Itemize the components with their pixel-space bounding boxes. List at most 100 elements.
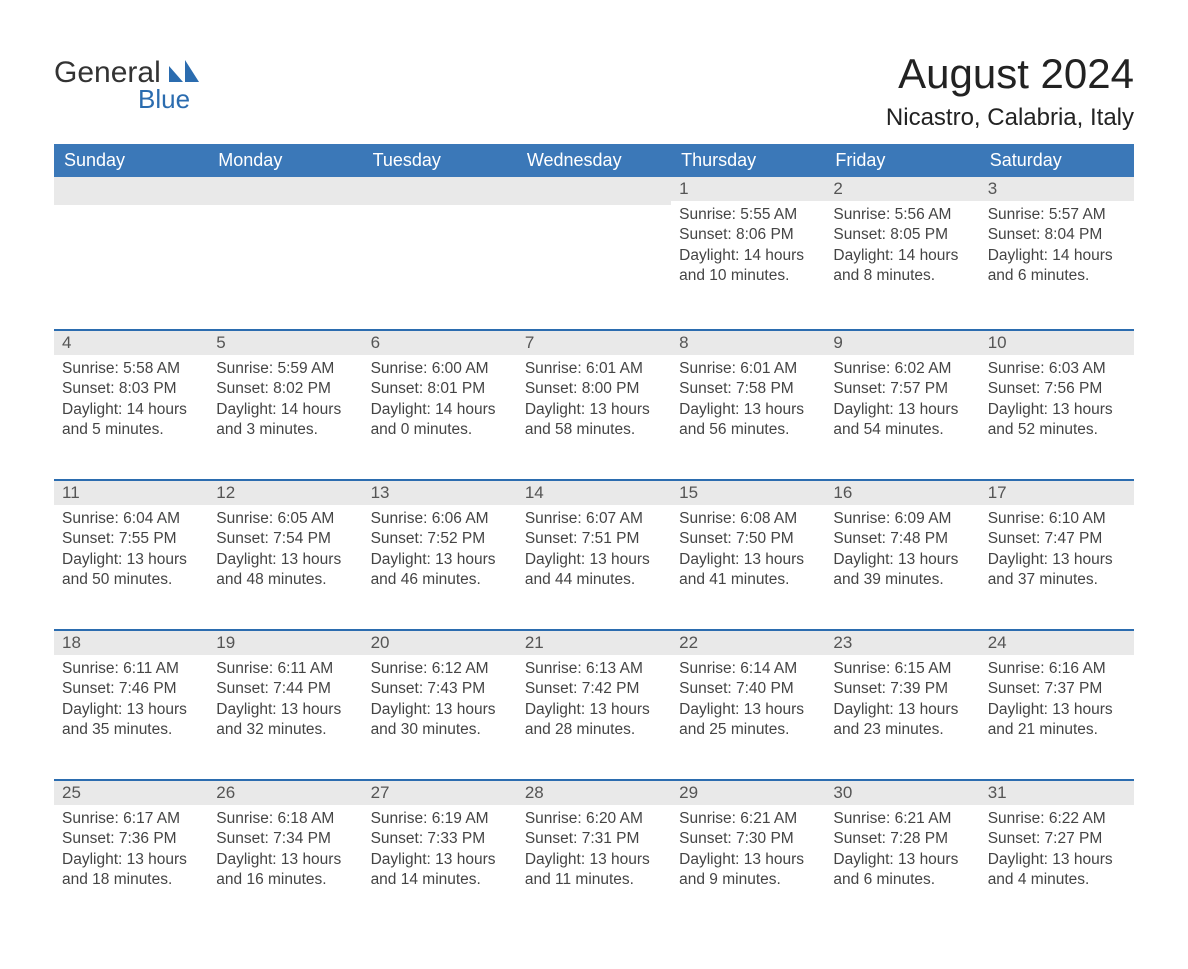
weekday-header: Saturday: [980, 144, 1134, 177]
day-number: 3: [980, 177, 1134, 201]
daylight-text: Daylight: 13 hours and 35 minutes.: [62, 700, 200, 741]
calendar-cell: 24Sunrise: 6:16 AMSunset: 7:37 PMDayligh…: [980, 630, 1134, 780]
calendar-cell: 30 Sunrise: 6:21 AMSunset: 7:28 PMDayligh…: [825, 780, 979, 929]
brand-word-2: Blue: [138, 84, 199, 115]
day-details: Sunrise: 5:56 AMSunset: 8:05 PMDaylight:…: [825, 201, 979, 325]
daylight-text: Daylight: 13 hours and 18 minutes.: [62, 850, 200, 891]
day-number: 15: [671, 481, 825, 505]
daylight-text: Daylight: 13 hours and 6 minutes.: [833, 850, 971, 891]
daylight-text: Daylight: 13 hours and 54 minutes.: [833, 400, 971, 441]
sunset-text: Sunset: 7:48 PM: [833, 529, 971, 549]
day-number: 13: [363, 481, 517, 505]
day-number: 4: [54, 331, 208, 355]
day-details: Sunrise: 6:04 AMSunset: 7:55 PMDaylight:…: [54, 505, 208, 629]
sunrise-text: Sunrise: 6:21 AM: [679, 809, 817, 829]
sunset-text: Sunset: 7:28 PM: [833, 829, 971, 849]
daylight-text: Daylight: 13 hours and 41 minutes.: [679, 550, 817, 591]
sunset-text: Sunset: 7:55 PM: [62, 529, 200, 549]
calendar-cell: 31Sunrise: 6:22 AMSunset: 7:27 PMDayligh…: [980, 780, 1134, 929]
daylight-text: Daylight: 13 hours and 39 minutes.: [833, 550, 971, 591]
day-number: 17: [980, 481, 1134, 505]
day-details: [517, 205, 671, 329]
daylight-text: Daylight: 13 hours and 48 minutes.: [216, 550, 354, 591]
day-number: [54, 177, 208, 205]
calendar-week: 11Sunrise: 6:04 AMSunset: 7:55 PMDayligh…: [54, 480, 1134, 630]
sunset-text: Sunset: 8:02 PM: [216, 379, 354, 399]
brand-logo: General Blue: [54, 58, 199, 115]
sunrise-text: Sunrise: 6:04 AM: [62, 509, 200, 529]
day-details: Sunrise: 6:18 AMSunset: 7:34 PMDaylight:…: [208, 805, 362, 929]
daylight-text: Daylight: 13 hours and 44 minutes.: [525, 550, 663, 591]
day-details: Sunrise: 6:03 AMSunset: 7:56 PMDaylight:…: [980, 355, 1134, 479]
day-details: Sunrise: 6:05 AMSunset: 7:54 PMDaylight:…: [208, 505, 362, 629]
calendar-cell: [517, 177, 671, 330]
daylight-text: Daylight: 14 hours and 10 minutes.: [679, 246, 817, 287]
day-number: 30: [825, 781, 979, 805]
sunset-text: Sunset: 7:58 PM: [679, 379, 817, 399]
daylight-text: Daylight: 13 hours and 58 minutes.: [525, 400, 663, 441]
calendar-cell: 3Sunrise: 5:57 AMSunset: 8:04 PMDaylight…: [980, 177, 1134, 330]
sunset-text: Sunset: 7:27 PM: [988, 829, 1126, 849]
sunset-text: Sunset: 7:50 PM: [679, 529, 817, 549]
day-number: 22: [671, 631, 825, 655]
day-number: 2: [825, 177, 979, 201]
weekday-header: Sunday: [54, 144, 208, 177]
calendar-cell: 8Sunrise: 6:01 AMSunset: 7:58 PMDaylight…: [671, 330, 825, 480]
day-number: 25: [54, 781, 208, 805]
day-number: 29: [671, 781, 825, 805]
sunrise-text: Sunrise: 5:55 AM: [679, 205, 817, 225]
sunset-text: Sunset: 7:39 PM: [833, 679, 971, 699]
page-subtitle: Nicastro, Calabria, Italy: [886, 104, 1134, 132]
calendar-cell: 15Sunrise: 6:08 AMSunset: 7:50 PMDayligh…: [671, 480, 825, 630]
daylight-text: Daylight: 13 hours and 52 minutes.: [988, 400, 1126, 441]
day-details: Sunrise: 6:22 AMSunset: 7:27 PMDaylight:…: [980, 805, 1134, 929]
calendar-page: General Blue August 2024 Nicastro, Calab…: [0, 0, 1188, 969]
day-number: 14: [517, 481, 671, 505]
day-number: 8: [671, 331, 825, 355]
day-details: Sunrise: 6:01 AMSunset: 8:00 PMDaylight:…: [517, 355, 671, 479]
title-block: August 2024 Nicastro, Calabria, Italy: [886, 40, 1134, 144]
day-number: 7: [517, 331, 671, 355]
sunrise-text: Sunrise: 5:57 AM: [988, 205, 1126, 225]
sunrise-text: Sunrise: 5:58 AM: [62, 359, 200, 379]
day-number: 9: [825, 331, 979, 355]
calendar-cell: 18Sunrise: 6:11 AMSunset: 7:46 PMDayligh…: [54, 630, 208, 780]
calendar-cell: 14Sunrise: 6:07 AMSunset: 7:51 PMDayligh…: [517, 480, 671, 630]
header-row: General Blue August 2024 Nicastro, Calab…: [54, 40, 1134, 144]
sunset-text: Sunset: 7:42 PM: [525, 679, 663, 699]
sunset-text: Sunset: 8:05 PM: [833, 225, 971, 245]
day-details: Sunrise: 5:59 AMSunset: 8:02 PMDaylight:…: [208, 355, 362, 479]
calendar-cell: 4Sunrise: 5:58 AMSunset: 8:03 PMDaylight…: [54, 330, 208, 480]
daylight-text: Daylight: 13 hours and 50 minutes.: [62, 550, 200, 591]
sunrise-text: Sunrise: 6:06 AM: [371, 509, 509, 529]
day-details: Sunrise: 5:58 AMSunset: 8:03 PMDaylight:…: [54, 355, 208, 479]
sunrise-text: Sunrise: 5:56 AM: [833, 205, 971, 225]
day-details: Sunrise: 6:12 AMSunset: 7:43 PMDaylight:…: [363, 655, 517, 779]
day-number: 23: [825, 631, 979, 655]
sunset-text: Sunset: 7:52 PM: [371, 529, 509, 549]
day-details: Sunrise: 6:16 AMSunset: 7:37 PMDaylight:…: [980, 655, 1134, 779]
sunset-text: Sunset: 7:31 PM: [525, 829, 663, 849]
calendar-cell: 28Sunrise: 6:20 AMSunset: 7:31 PMDayligh…: [517, 780, 671, 929]
day-number: 6: [363, 331, 517, 355]
sunrise-text: Sunrise: 6:21 AM: [833, 809, 971, 829]
sunset-text: Sunset: 8:01 PM: [371, 379, 509, 399]
calendar-cell: 7Sunrise: 6:01 AMSunset: 8:00 PMDaylight…: [517, 330, 671, 480]
calendar-cell: 19Sunrise: 6:11 AMSunset: 7:44 PMDayligh…: [208, 630, 362, 780]
day-number: 1: [671, 177, 825, 201]
calendar-header: SundayMondayTuesdayWednesdayThursdayFrid…: [54, 144, 1134, 177]
calendar-cell: 29Sunrise: 6:21 AMSunset: 7:30 PMDayligh…: [671, 780, 825, 929]
weekday-header: Wednesday: [517, 144, 671, 177]
sunset-text: Sunset: 8:00 PM: [525, 379, 663, 399]
day-number: 10: [980, 331, 1134, 355]
day-details: Sunrise: 6:20 AMSunset: 7:31 PMDaylight:…: [517, 805, 671, 929]
day-details: Sunrise: 5:57 AMSunset: 8:04 PMDaylight:…: [980, 201, 1134, 325]
daylight-text: Daylight: 13 hours and 16 minutes.: [216, 850, 354, 891]
daylight-text: Daylight: 13 hours and 21 minutes.: [988, 700, 1126, 741]
sunset-text: Sunset: 7:51 PM: [525, 529, 663, 549]
calendar-cell: 6Sunrise: 6:00 AMSunset: 8:01 PMDaylight…: [363, 330, 517, 480]
day-number: [363, 177, 517, 205]
daylight-text: Daylight: 13 hours and 4 minutes.: [988, 850, 1126, 891]
day-number: 31: [980, 781, 1134, 805]
day-number: [517, 177, 671, 205]
